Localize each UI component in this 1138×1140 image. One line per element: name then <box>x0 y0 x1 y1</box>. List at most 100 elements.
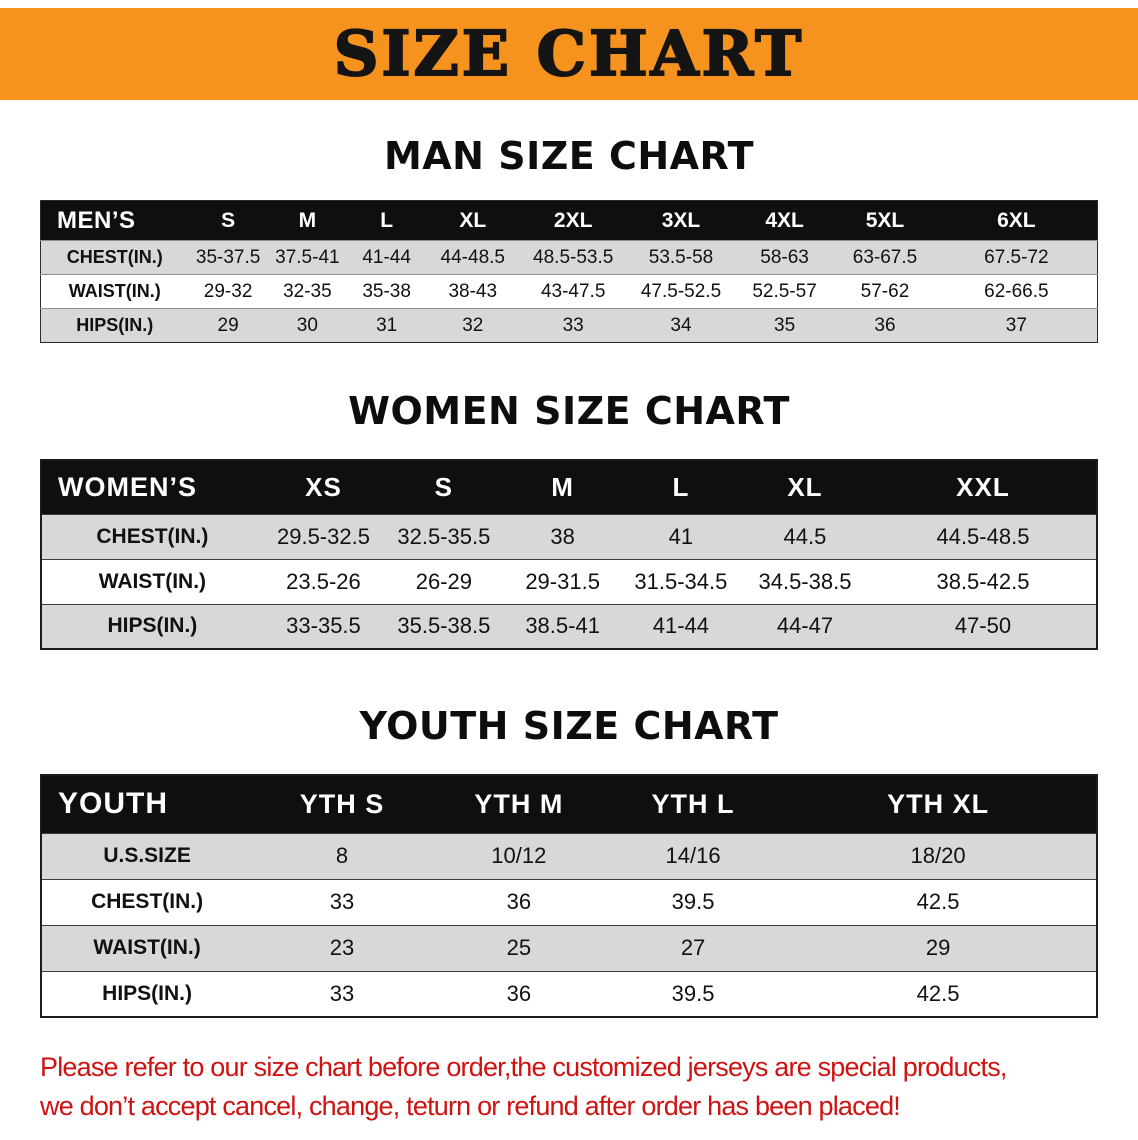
page-title: SIZE CHART <box>333 17 805 90</box>
size-value-cell: 58-63 <box>760 246 809 268</box>
size-column-header: 4XL <box>734 200 835 241</box>
size-value-cell: 32 <box>462 314 484 336</box>
size-value-cell: 14/16 <box>665 843 721 868</box>
size-value-cell: 10/12 <box>491 843 547 868</box>
size-value-cell: 23.5-26 <box>286 568 361 594</box>
size-value-cell: 41 <box>668 523 694 549</box>
size-column-header: YTH M <box>431 775 606 833</box>
size-value-cell: 38-43 <box>448 280 498 302</box>
size-value-cell: 63-67.5 <box>852 246 918 268</box>
size-value-cell: 35-38 <box>362 280 411 302</box>
size-value-cell: 29 <box>925 935 951 960</box>
size-value-cell: 27 <box>680 935 706 960</box>
disclaimer-line: Please refer to our size chart before or… <box>40 1052 1007 1082</box>
size-value-cell: 41-44 <box>652 613 710 639</box>
size-value-cell: 44-48.5 <box>440 246 505 268</box>
table-row: WAIST(IN.) 23 25 27 29 <box>41 925 1097 971</box>
size-value-cell: 42.5 <box>916 889 960 914</box>
size-value-cell: 44.5-48.5 <box>936 523 1030 549</box>
row-label-cell: U.S.SIZE <box>103 844 191 867</box>
size-value-cell: 34.5-38.5 <box>758 568 852 594</box>
table-row: HIPS(IN.) 33 36 39.5 42.5 <box>41 971 1097 1017</box>
row-label-cell: CHEST(IN.) <box>66 247 163 267</box>
size-value-cell: 37 <box>1005 314 1027 336</box>
size-value-cell: 36 <box>506 889 532 914</box>
table-row: HIPS(IN.) 29 30 31 32 33 34 35 36 37 <box>40 308 1098 343</box>
size-value-cell: 33 <box>329 980 355 1006</box>
size-value-cell: 43-47.5 <box>540 280 606 302</box>
row-label-cell: HIPS(IN.) <box>107 614 198 638</box>
size-value-cell: 34 <box>670 314 692 336</box>
size-value-cell: 30 <box>296 314 318 336</box>
size-column-header: 5XL <box>834 200 936 241</box>
mens-size-table: MEN’S S M L XL 2XL 3XL 4XL 5XL 6XL CHEST(IN.) 35-37… <box>40 200 1098 343</box>
size-value-cell: 44.5 <box>783 523 827 549</box>
row-label-cell: HIPS(IN.) <box>102 981 193 1005</box>
size-value-cell: 41-44 <box>362 246 411 268</box>
youth-size-table: YOUTH YTH S YTH M YTH L YTH XL U.S.SIZE 8 10/12… <box>40 774 1098 1018</box>
size-value-cell: 26-29 <box>415 568 472 594</box>
size-value-cell: 31 <box>376 314 398 336</box>
table-title-cell: YOUTH <box>41 775 253 833</box>
mens-section-heading: MAN SIZE CHART <box>383 134 755 178</box>
size-column-header: S <box>384 460 504 514</box>
table-row: CHEST(IN.) 35-37.5 37.5-41 41-44 44-48.5 48.5… <box>40 240 1098 275</box>
size-value-cell: 35.5-38.5 <box>397 613 491 639</box>
size-value-cell: 29 <box>217 314 239 336</box>
size-value-cell: 62-66.5 <box>984 280 1049 302</box>
table-header-row: YOUTH YTH S YTH M YTH L YTH XL <box>41 775 1097 833</box>
size-column-header: M <box>267 200 347 241</box>
womens-section: WOMEN SIZE CHART WOMEN’S XS S M L XL XXL CHEST(… <box>0 389 1138 650</box>
size-column-header: XS <box>262 460 385 514</box>
table-title-cell: WOMEN’S <box>41 460 263 514</box>
size-value-cell: 18/20 <box>910 843 966 868</box>
disclaimer: Please refer to our size chart before or… <box>40 1048 1120 1126</box>
size-column-header: S <box>188 200 268 241</box>
size-value-cell: 38 <box>550 523 575 549</box>
size-value-cell: 35-37.5 <box>195 246 261 268</box>
size-value-cell: 38.5-41 <box>525 613 600 639</box>
size-value-cell: 29-31.5 <box>525 568 600 594</box>
size-value-cell: 39.5 <box>671 889 715 914</box>
size-column-header: XXL <box>869 460 1097 514</box>
size-column-header: M <box>503 460 622 514</box>
size-value-cell: 52.5-57 <box>752 280 817 302</box>
table-row: CHEST(IN.) 33 36 39.5 42.5 <box>41 879 1097 925</box>
womens-section-heading: WOMEN SIZE CHART <box>348 389 790 433</box>
size-value-cell: 32-35 <box>283 280 332 302</box>
size-column-header: XL <box>740 460 870 514</box>
size-value-cell: 38.5-42.5 <box>936 568 1030 594</box>
size-value-cell: 23 <box>329 935 355 960</box>
size-value-cell: 67.5-72 <box>984 246 1049 268</box>
size-chart-page: SIZE CHART MAN SIZE CHART MEN’S S M L XL 2XL 3… <box>0 8 1138 1126</box>
row-label-cell: HIPS(IN.) <box>76 315 154 335</box>
table-header-row: MEN’S S M L XL 2XL 3XL 4XL 5XL 6XL <box>40 200 1098 241</box>
size-value-cell: 29-32 <box>203 280 253 302</box>
table-row: WAIST(IN.) 23.5-26 26-29 29-31.5 31.5-34.5 34… <box>41 559 1097 604</box>
size-value-cell: 44-47 <box>776 613 834 639</box>
size-value-cell: 47-50 <box>954 613 1012 639</box>
row-label-cell: CHEST(IN.) <box>96 524 209 548</box>
size-value-cell: 33-35.5 <box>286 613 361 639</box>
size-value-cell: 36 <box>874 314 896 336</box>
size-column-header: YTH XL <box>780 775 1097 833</box>
size-value-cell: 39.5 <box>671 980 715 1006</box>
table-header-row: WOMEN’S XS S M L XL XXL <box>41 460 1097 514</box>
size-value-cell: 48.5-53.5 <box>533 246 614 268</box>
row-label-cell: CHEST(IN.) <box>91 890 204 913</box>
table-row: U.S.SIZE 8 10/12 14/16 18/20 <box>41 833 1097 879</box>
size-value-cell: 37.5-41 <box>275 246 340 268</box>
size-value-cell: 32.5-35.5 <box>397 523 491 549</box>
size-value-cell: 31.5-34.5 <box>634 568 728 594</box>
womens-size-table: WOMEN’S XS S M L XL XXL CHEST(IN.) 29.5-32.5 32.5… <box>40 459 1098 650</box>
table-row: CHEST(IN.) 29.5-32.5 32.5-35.5 38 41 44.5 44.5… <box>41 514 1097 559</box>
size-column-header: L <box>621 460 741 514</box>
size-column-header: YTH L <box>605 775 781 833</box>
size-value-cell: 33 <box>329 889 355 914</box>
size-value-cell: 33 <box>562 314 584 336</box>
table-row: HIPS(IN.) 33-35.5 35.5-38.5 38.5-41 41-44 44-… <box>41 604 1097 649</box>
size-column-header: 6XL <box>935 200 1098 241</box>
row-label-cell: WAIST(IN.) <box>68 281 161 301</box>
size-value-cell: 53.5-58 <box>648 246 714 268</box>
size-value-cell: 36 <box>506 980 532 1006</box>
